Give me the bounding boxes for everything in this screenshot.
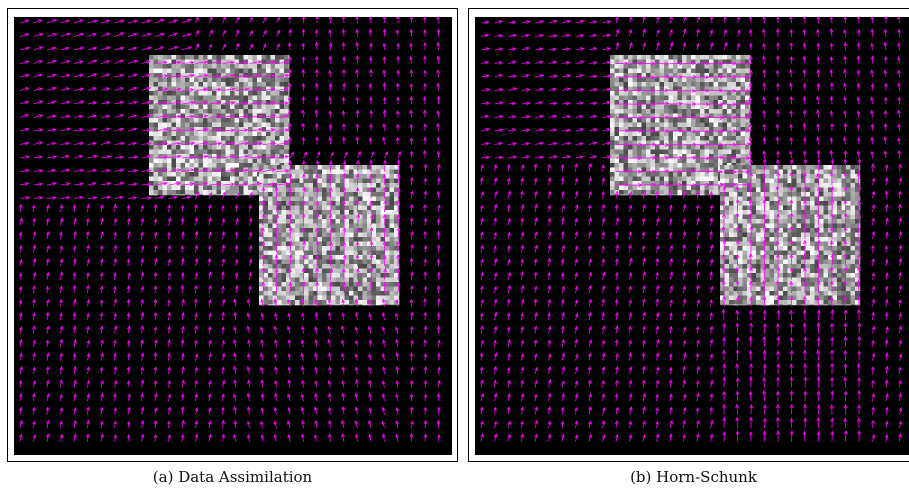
panel-horn-schunk xyxy=(468,8,909,462)
flow-arrows-a xyxy=(18,17,441,442)
flow-field-image-b xyxy=(475,17,909,455)
flow-arrows-b xyxy=(479,17,903,442)
panel-data-assimilation xyxy=(7,8,458,462)
noise-square-bottom-a xyxy=(259,165,400,306)
noise-square-bottom-b xyxy=(720,165,861,306)
flow-field-image-a xyxy=(14,17,452,455)
caption-b: (b) Horn-Schunk xyxy=(630,468,757,486)
caption-a: (a) Data Assimilation xyxy=(152,468,313,486)
noise-square-top-b xyxy=(610,55,751,196)
